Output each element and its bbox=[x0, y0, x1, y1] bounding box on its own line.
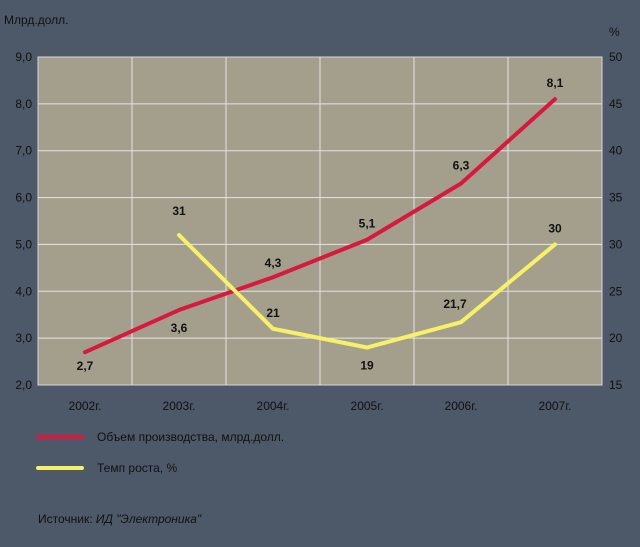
data-labels: 2,7 3,6 4,3 5,1 6,3 8,1 31 21 19 21,7 30 bbox=[77, 76, 564, 373]
left-axis-label: Млрд.долл. bbox=[4, 13, 68, 27]
x-tick-label: 2002г. bbox=[69, 399, 102, 413]
data-label: 5,1 bbox=[359, 217, 376, 231]
left-tick-label: 4,0 bbox=[15, 284, 32, 298]
data-label: 6,3 bbox=[453, 159, 470, 173]
x-tick-label: 2003г. bbox=[163, 399, 196, 413]
series-line-production bbox=[83, 97, 557, 355]
left-tick-label: 6,0 bbox=[15, 191, 32, 205]
right-axis: 15 20 25 30 35 40 45 50 bbox=[609, 50, 623, 392]
data-label: 30 bbox=[548, 221, 562, 235]
left-axis: 2,0 3,0 4,0 5,0 6,0 7,0 8,0 9,0 bbox=[15, 50, 32, 392]
right-tick-label: 50 bbox=[609, 50, 623, 64]
left-tick-label: 3,0 bbox=[15, 331, 32, 345]
right-tick-label: 25 bbox=[609, 284, 623, 298]
source-name: ИД "Электроника" bbox=[95, 512, 202, 526]
series-layer bbox=[83, 97, 557, 355]
source-prefix: Источник: bbox=[38, 512, 93, 526]
data-label: 21,7 bbox=[443, 297, 467, 311]
data-label: 4,3 bbox=[265, 256, 282, 270]
left-tick-label: 2,0 bbox=[15, 378, 32, 392]
legend: Объем производства, млрд.долл. Темп рост… bbox=[36, 430, 284, 475]
right-tick-label: 15 bbox=[609, 378, 623, 392]
data-label: 2,7 bbox=[77, 359, 94, 373]
data-label: 21 bbox=[266, 306, 280, 320]
x-tick-label: 2004г. bbox=[257, 399, 290, 413]
left-tick-label: 9,0 bbox=[15, 50, 32, 64]
x-axis: 2002г. 2003г. 2004г. 2005г. 2006г. 2007г. bbox=[69, 399, 572, 413]
data-label: 8,1 bbox=[547, 76, 564, 90]
right-tick-label: 20 bbox=[609, 331, 623, 345]
legend-label-growth: Темп роста, % bbox=[97, 461, 177, 475]
legend-label-production: Объем производства, млрд.долл. bbox=[97, 430, 284, 444]
data-label: 19 bbox=[360, 359, 374, 373]
left-tick-label: 8,0 bbox=[15, 97, 32, 111]
right-tick-label: 40 bbox=[609, 144, 623, 158]
source-note: Источник: ИД "Электроника" bbox=[38, 512, 201, 526]
left-tick-label: 5,0 bbox=[15, 237, 32, 251]
right-tick-label: 45 bbox=[609, 97, 623, 111]
data-label: 31 bbox=[172, 204, 186, 218]
right-tick-label: 30 bbox=[609, 237, 623, 251]
x-tick-label: 2006г. bbox=[445, 399, 478, 413]
right-axis-label: % bbox=[609, 25, 620, 39]
left-tick-label: 7,0 bbox=[15, 144, 32, 158]
x-tick-label: 2005г. bbox=[351, 399, 384, 413]
right-tick-label: 35 bbox=[609, 191, 623, 205]
data-label: 3,6 bbox=[171, 321, 188, 335]
x-tick-label: 2007г. bbox=[539, 399, 572, 413]
series-line-growth bbox=[177, 233, 557, 350]
